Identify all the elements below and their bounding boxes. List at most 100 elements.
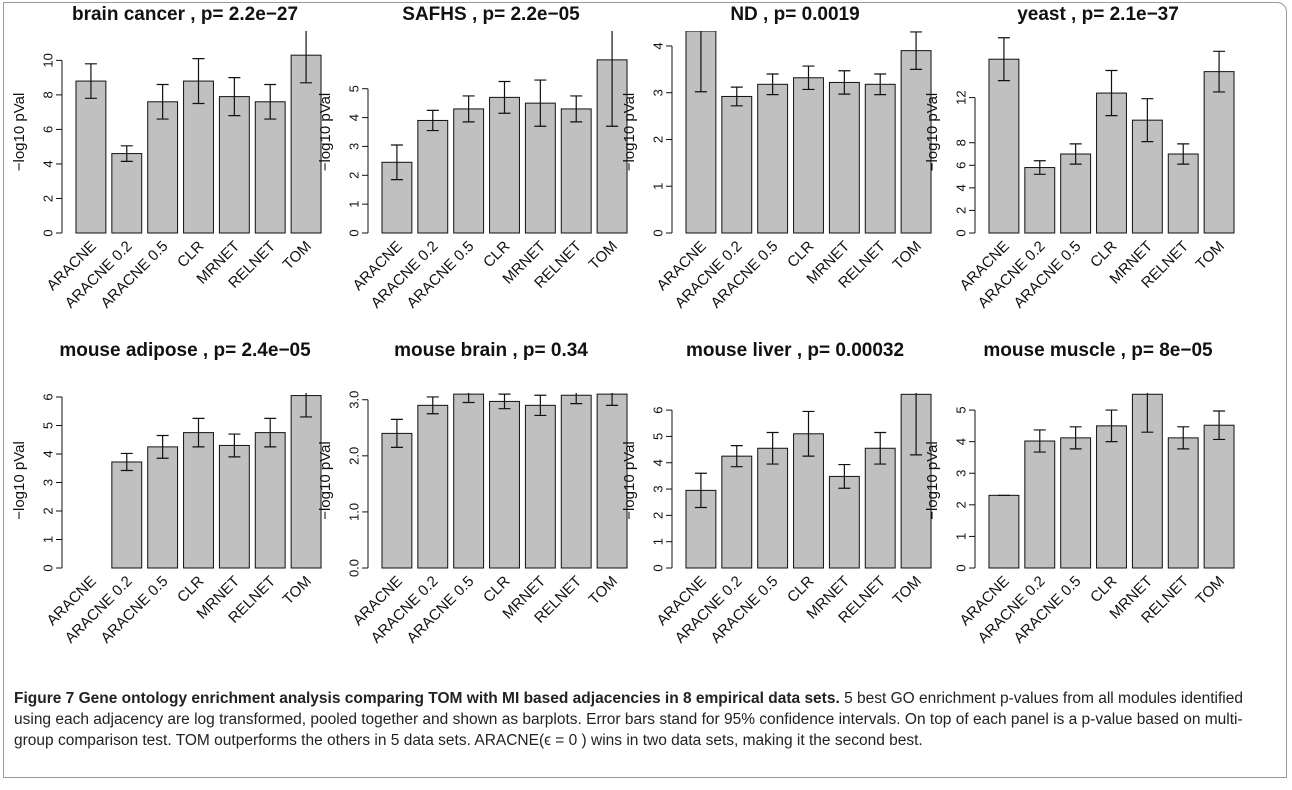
y-tick-label: 8 <box>40 91 55 98</box>
error-bar <box>910 393 923 456</box>
y-tick-label: 3 <box>650 89 665 96</box>
y-tick-label: 2 <box>953 207 968 214</box>
error-bar <box>390 418 403 449</box>
x-tick-label: TOM <box>586 238 621 273</box>
error-bar <box>498 80 511 114</box>
x-tick-label: TOM <box>280 573 315 608</box>
y-tick-label: 4 <box>346 114 361 121</box>
bar <box>290 54 322 234</box>
bar <box>183 432 214 569</box>
error-bar <box>1177 143 1190 165</box>
error-bar <box>462 95 475 123</box>
error-bar <box>606 31 619 127</box>
y-tick-label: 8 <box>953 139 968 146</box>
error-bar <box>1069 143 1082 165</box>
bar <box>290 395 322 569</box>
chart-title: ND , p= 0.0019 <box>730 4 859 25</box>
panel: ND , p= 0.0019−log10 pVal01234ARACNEARAC… <box>621 4 932 312</box>
y-tick-label: 2 <box>650 136 665 143</box>
error-bar <box>570 393 583 405</box>
error-bar <box>802 410 815 457</box>
caption-title: Gene ontology enrichment analysis compar… <box>78 690 840 707</box>
bar <box>417 119 449 234</box>
y-axis-label: −log10 pVal <box>924 441 941 520</box>
y-tick-label: 3 <box>650 485 665 492</box>
error-bar <box>838 463 851 489</box>
caption-label: Figure 7 <box>14 690 75 707</box>
bar <box>524 404 556 569</box>
error-bar <box>1069 426 1082 450</box>
y-tick-label: 12 <box>953 90 968 104</box>
error-bar <box>462 393 475 404</box>
bar <box>381 432 413 569</box>
bar <box>453 393 485 569</box>
y-tick-label: 2.0 <box>346 447 361 465</box>
error-bar <box>228 77 241 117</box>
bar <box>988 58 1020 234</box>
error-bar <box>192 58 205 105</box>
error-bar <box>84 63 97 99</box>
error-bar <box>766 431 779 465</box>
error-bar <box>390 144 403 181</box>
x-tick-label: TOM <box>890 573 925 608</box>
bar <box>1060 437 1092 569</box>
chart-title: mouse adipose , p= 2.4e−05 <box>59 340 311 361</box>
error-bar <box>838 70 851 95</box>
error-bar <box>120 145 133 162</box>
panel: yeast , p= 2.1e−37−log10 pVal0246812ARAC… <box>924 4 1235 312</box>
plot-area <box>988 393 1235 569</box>
y-tick-label: 1 <box>346 201 361 208</box>
y-tick-label: 1 <box>650 183 665 190</box>
bar <box>828 475 860 569</box>
error-bar <box>1177 426 1190 450</box>
bar <box>828 81 860 234</box>
bar <box>147 446 179 569</box>
y-tick-label: 1 <box>650 538 665 545</box>
bar <box>254 101 286 234</box>
bar <box>1096 92 1127 234</box>
y-tick-label: 1 <box>953 533 968 540</box>
chart-title: mouse muscle , p= 8e−05 <box>983 340 1213 361</box>
panel: brain cancer , p= 2.2e−27 −log10 pVal 0 2 4 6… <box>11 4 322 312</box>
bar <box>147 101 179 234</box>
error-bar <box>1213 410 1226 441</box>
y-axis-label: −log10 pVal <box>11 93 28 172</box>
y-tick-label: 6 <box>953 162 968 169</box>
x-tick-label: TOM <box>890 238 925 273</box>
y-tick-label: 6 <box>650 406 665 413</box>
bar <box>218 444 250 569</box>
error-bar <box>1213 50 1226 93</box>
bar <box>453 108 485 234</box>
error-bar <box>874 431 887 465</box>
bar <box>489 400 520 569</box>
y-tick-label: 4 <box>953 184 968 191</box>
error-bar <box>730 86 743 107</box>
panel: mouse muscle , p= 8e−05 −log10 pVal 0 1 2 3 4 5… <box>924 340 1235 647</box>
error-bar <box>1105 69 1118 117</box>
y-tick-label: 6 <box>40 126 55 133</box>
error-bar <box>156 434 169 459</box>
chart-grid: brain cancer , p= 2.2e−27 −log10 pVal 0 2 4 6… <box>11 4 1235 647</box>
y-tick-label: 0 <box>650 229 665 236</box>
y-tick-label: 0.0 <box>346 559 361 577</box>
y-tick-label: 1.0 <box>346 503 361 521</box>
bar <box>1060 153 1092 234</box>
y-tick-label: 6 <box>40 393 55 400</box>
x-tick-label: TOM <box>280 238 315 273</box>
y-tick-label: 4 <box>40 160 55 167</box>
plot-area <box>111 393 322 569</box>
figure-frame <box>3 2 1287 778</box>
y-tick-label: 4 <box>650 42 665 49</box>
panel: mouse adipose , p= 2.4e−05 −log10 pVal 0 1 2… <box>11 340 322 647</box>
chart-title: yeast , p= 2.1e−37 <box>1017 4 1179 25</box>
bar <box>1203 424 1235 569</box>
y-tick-label: 3 <box>40 479 55 486</box>
panel: SAFHS , p= 2.2e−05−log10 pVal012345ARACN… <box>317 4 628 312</box>
y-axis-label: −log10 pVal <box>317 93 334 172</box>
y-axis-label: −log10 pVal <box>317 441 334 520</box>
error-bar <box>264 417 277 448</box>
y-tick-label: 2 <box>346 172 361 179</box>
bar <box>1167 153 1199 234</box>
error-bar <box>606 393 619 406</box>
bar <box>900 50 932 234</box>
